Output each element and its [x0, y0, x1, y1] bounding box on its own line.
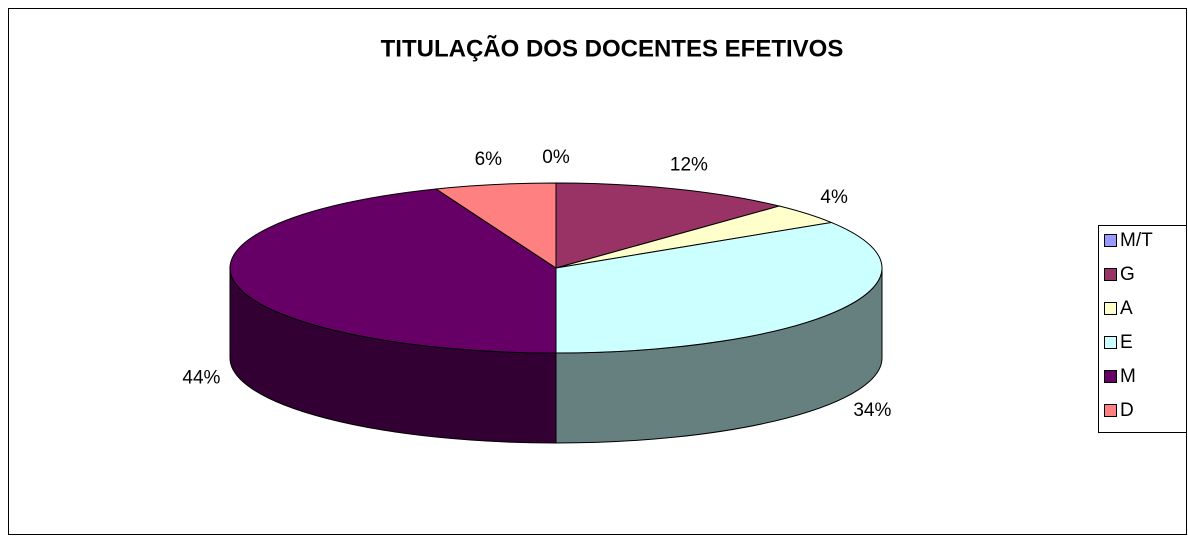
legend-swatch: [1104, 302, 1117, 315]
legend-label: G: [1120, 264, 1135, 285]
data-label: 12%: [670, 155, 708, 176]
legend-swatch: [1104, 336, 1117, 349]
data-label: 4%: [820, 187, 848, 208]
pie-slice: [555, 182, 782, 269]
legend-label: A: [1120, 298, 1133, 319]
legend-label: E: [1120, 332, 1133, 353]
pie-slice: [555, 221, 883, 354]
legend-box: [1098, 225, 1187, 433]
data-label: 0%: [542, 147, 570, 168]
chart-title: TITULAÇÃO DOS DOCENTES EFETIVOS: [381, 34, 844, 62]
legend-label: M: [1120, 366, 1136, 387]
data-label: 34%: [853, 400, 891, 421]
data-label: 44%: [182, 368, 220, 389]
pie-slice: [229, 188, 557, 354]
pie-slice: [434, 182, 557, 269]
legend-swatch: [1104, 370, 1117, 383]
legend-label: M/T: [1120, 230, 1153, 251]
legend-label: D: [1120, 400, 1134, 421]
legend-swatch: [1104, 234, 1117, 247]
legend-swatch: [1104, 404, 1117, 417]
legend-swatch: [1104, 268, 1117, 281]
data-label: 6%: [475, 149, 503, 170]
